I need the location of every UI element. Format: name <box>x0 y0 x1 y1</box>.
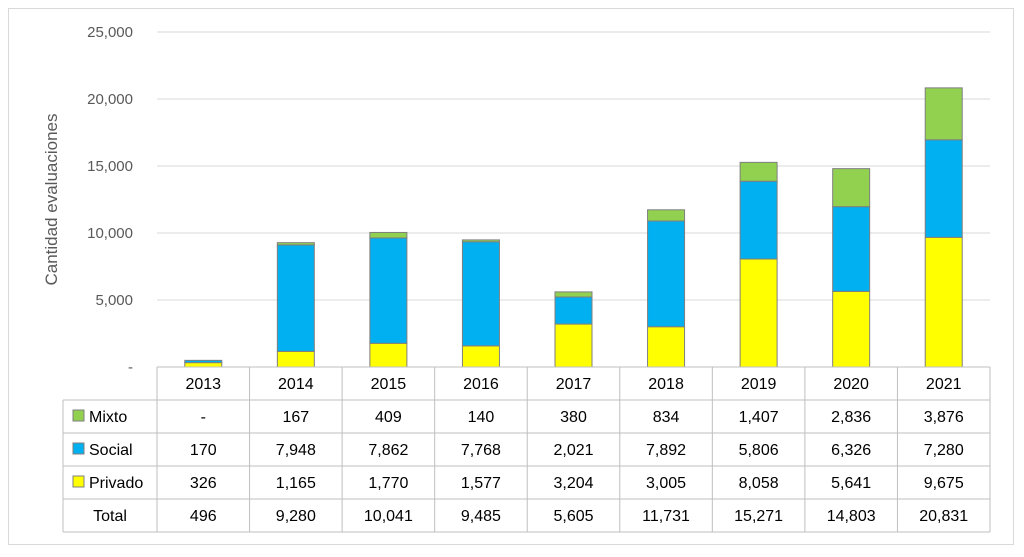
data-label-privado: 3,005 <box>646 475 686 492</box>
data-label-social: 7,280 <box>924 442 964 459</box>
x-tick-label: 2015 <box>371 376 407 393</box>
y-tick-label: 25,000 <box>87 24 133 41</box>
bar-privado-2013 <box>184 362 223 368</box>
y-axis-title: Cantidad evaluaciones <box>42 113 61 285</box>
bar-privado-2018 <box>647 326 686 368</box>
bar-privado-2014 <box>276 350 315 368</box>
total-row-label: Total <box>93 508 127 525</box>
data-label-social: 6,326 <box>831 442 871 459</box>
bar-mixto-2019 <box>739 161 778 182</box>
bar-mixto-2016 <box>461 239 500 243</box>
data-label-privado: 5,641 <box>831 475 871 492</box>
data-label-social: 7,862 <box>368 442 408 459</box>
bar-mixto-2015 <box>369 231 408 239</box>
bar-social-2016 <box>461 241 500 347</box>
data-label-privado: 8,058 <box>739 475 779 492</box>
data-label-social: 2,021 <box>553 442 593 459</box>
legend-key-social <box>72 442 85 455</box>
legend-key-mixto <box>72 409 85 422</box>
data-label-privado: 1,577 <box>461 475 501 492</box>
y-tick-label: 15,000 <box>87 158 133 175</box>
bar-mixto-2014 <box>276 242 315 246</box>
data-label-total: 9,280 <box>276 508 316 525</box>
bar-social-2014 <box>276 244 315 352</box>
data-label-mixto: 1,407 <box>739 409 779 426</box>
x-tick-label: 2020 <box>833 376 869 393</box>
bar-social-2015 <box>369 237 408 344</box>
y-tick-label: 5,000 <box>95 292 133 309</box>
x-tick-label: 2017 <box>556 376 592 393</box>
bar-mixto-2020 <box>832 168 871 208</box>
x-tick-label: 2019 <box>741 376 777 393</box>
legend-key-privado <box>72 475 85 488</box>
legend-label-social: Social <box>89 442 133 459</box>
bar-mixto-2018 <box>647 209 686 222</box>
data-label-total: 10,041 <box>364 508 413 525</box>
data-label-privado: 326 <box>190 475 217 492</box>
data-label-mixto: 3,876 <box>924 409 964 426</box>
data-label-privado: 1,165 <box>276 475 316 492</box>
bar-mixto-2017 <box>554 291 593 298</box>
data-label-total: 14,803 <box>827 508 876 525</box>
data-label-total: 11,731 <box>642 508 690 525</box>
x-tick-label: 2018 <box>648 376 684 393</box>
bar-social-2020 <box>832 206 871 292</box>
data-label-social: 5,806 <box>739 442 779 459</box>
bar-privado-2016 <box>461 345 500 368</box>
data-label-mixto: 380 <box>560 409 587 426</box>
bar-privado-2020 <box>832 290 871 368</box>
data-label-mixto: 140 <box>468 409 495 426</box>
bar-social-2013 <box>184 359 223 364</box>
y-tick-label: 20,000 <box>87 91 133 108</box>
data-label-total: 9,485 <box>461 508 501 525</box>
x-tick-label: 2016 <box>463 376 499 393</box>
bar-privado-2015 <box>369 342 408 368</box>
data-label-mixto: 834 <box>653 409 680 426</box>
data-label-total: 20,831 <box>919 508 968 525</box>
data-label-total: 5,605 <box>553 508 593 525</box>
bar-social-2021 <box>924 139 963 238</box>
y-tick-label: 10,000 <box>87 225 133 242</box>
data-label-privado: 1,770 <box>368 475 408 492</box>
data-label-mixto: 167 <box>282 409 309 426</box>
bar-privado-2021 <box>924 236 963 368</box>
data-label-social: 7,948 <box>276 442 316 459</box>
bar-social-2019 <box>739 180 778 260</box>
data-label-total: 15,271 <box>734 508 783 525</box>
bar-privado-2019 <box>739 258 778 368</box>
bar-privado-2017 <box>554 323 593 368</box>
data-label-social: 7,892 <box>646 442 686 459</box>
bar-mixto-2021 <box>924 87 963 141</box>
data-label-privado: 9,675 <box>924 475 964 492</box>
bar-social-2018 <box>647 220 686 328</box>
x-tick-label: 2021 <box>926 376 962 393</box>
data-label-mixto: - <box>201 409 206 426</box>
x-tick-label: 2014 <box>278 376 314 393</box>
data-label-mixto: 409 <box>375 409 402 426</box>
data-label-privado: 3,204 <box>553 475 593 492</box>
data-label-social: 7,768 <box>461 442 501 459</box>
x-tick-label: 2013 <box>185 376 221 393</box>
data-label-total: 496 <box>190 508 217 525</box>
bar-social-2017 <box>554 296 593 325</box>
data-label-mixto: 2,836 <box>831 409 871 426</box>
y-tick-label: - <box>128 359 133 376</box>
data-label-social: 170 <box>190 442 217 459</box>
legend-label-privado: Privado <box>89 475 143 492</box>
legend-label-mixto: Mixto <box>89 409 127 426</box>
